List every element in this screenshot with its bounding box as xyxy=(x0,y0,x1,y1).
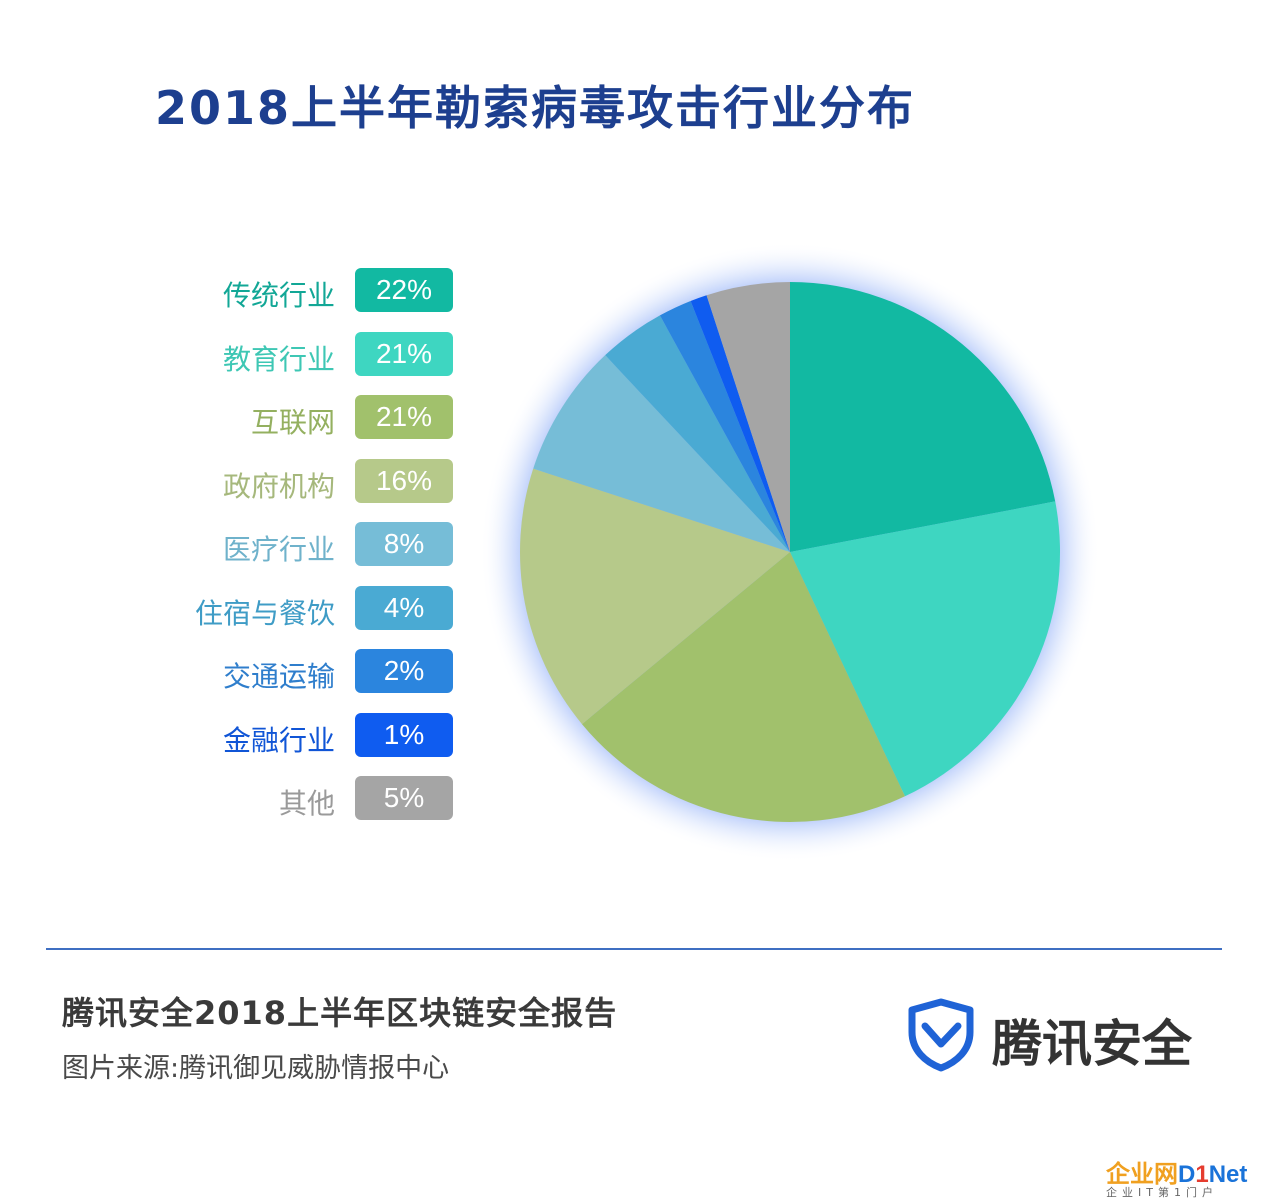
legend-label: 互联网 xyxy=(250,406,335,439)
legend-label: 交通运输 xyxy=(222,660,335,693)
watermark-logo: 企业网D1Net xyxy=(1106,1154,1247,1189)
legend-label: 教育行业 xyxy=(222,342,335,376)
watermark-d: D xyxy=(1178,1161,1196,1188)
footer-divider xyxy=(46,948,1222,950)
pie-chart xyxy=(480,242,1100,862)
image-source: 图片来源:腾讯御见威胁情报中心 xyxy=(62,1053,450,1084)
pie-slice xyxy=(706,282,790,552)
report-title: 腾讯安全2018上半年区块链安全报告 xyxy=(62,994,618,1032)
legend-item: 其他 5% xyxy=(150,776,460,820)
pie-slice xyxy=(659,300,790,552)
pie-slice xyxy=(533,355,790,552)
legend-item: 医疗行业 8% xyxy=(150,522,460,566)
pie-slice xyxy=(520,468,790,725)
pie-slice xyxy=(690,295,790,552)
shield-check-icon xyxy=(908,998,974,1072)
legend-value-badge: 8% xyxy=(355,522,453,566)
legend-label: 政府机构 xyxy=(222,469,335,503)
pie-slices xyxy=(520,282,1060,822)
chart-title: 2018上半年勒索病毒攻击行业分布 xyxy=(155,81,916,135)
legend-item: 教育行业 21% xyxy=(150,331,460,376)
legend-value-badge: 2% xyxy=(355,649,453,693)
watermark-cn: 企业网 xyxy=(1106,1161,1178,1188)
legend-value-badge: 1% xyxy=(355,712,453,757)
legend-item: 金融行业 1% xyxy=(150,712,460,757)
legend-item: 住宿与餐饮 4% xyxy=(150,585,460,630)
legend: 传统行业 22% 教育行业 21% 互联网 21% 政府机构 16% 医疗行业 8% 住宿与餐饮 4%… xyxy=(150,268,460,840)
legend-label: 传统行业 xyxy=(222,279,335,312)
legend-label: 医疗行业 xyxy=(222,533,335,566)
legend-value-badge: 22% xyxy=(355,268,453,312)
legend-value-badge: 21% xyxy=(355,395,453,439)
legend-item: 互联网 21% xyxy=(150,395,460,439)
legend-item: 传统行业 22% xyxy=(150,268,460,312)
watermark-net: Net xyxy=(1208,1161,1248,1188)
pie-slice xyxy=(605,315,790,552)
legend-value-badge: 16% xyxy=(355,458,453,503)
legend-value-badge: 21% xyxy=(355,331,453,376)
legend-item: 政府机构 16% xyxy=(150,458,460,503)
legend-label: 其他 xyxy=(278,787,335,820)
legend-label: 住宿与餐饮 xyxy=(194,596,335,630)
watermark-tagline: 企业IT第1门户 xyxy=(1106,1186,1218,1199)
pie-slice xyxy=(790,282,1056,552)
legend-value-badge: 4% xyxy=(355,585,453,630)
pie-slice xyxy=(581,552,905,822)
brand-logo: 腾讯安全 xyxy=(908,996,1208,1076)
brand-name: 腾讯安全 xyxy=(992,1015,1192,1073)
legend-label: 金融行业 xyxy=(222,723,335,757)
legend-value-badge: 5% xyxy=(355,776,453,820)
watermark-one: 1 xyxy=(1195,1161,1209,1188)
legend-item: 交通运输 2% xyxy=(150,649,460,693)
site-watermark: 企业网D1Net 企业IT第1门户 xyxy=(1106,1154,1266,1199)
pie-slice xyxy=(790,501,1060,797)
